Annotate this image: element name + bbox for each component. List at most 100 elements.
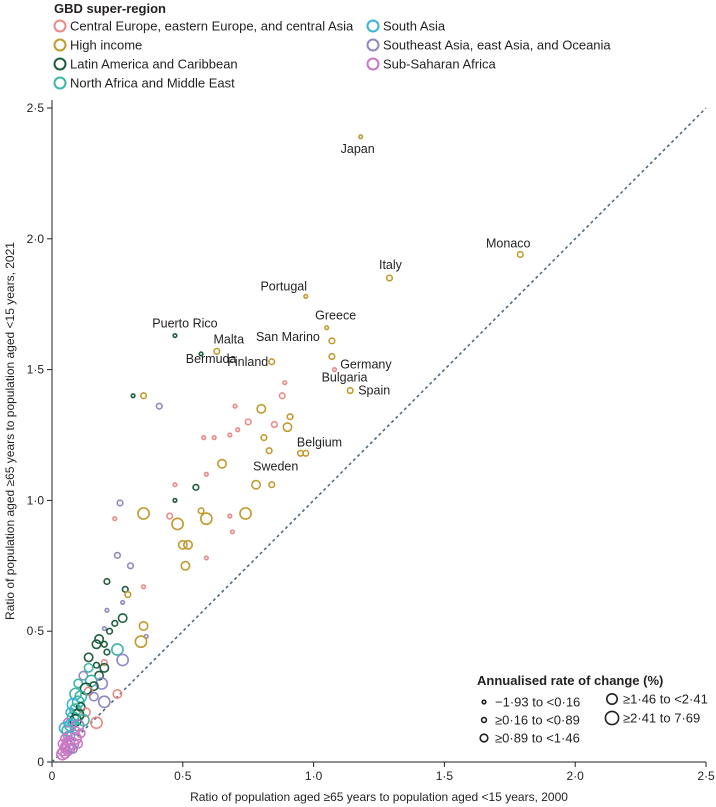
legend-swatch-name <box>53 76 67 90</box>
data-point <box>270 420 278 429</box>
data-point <box>124 590 132 599</box>
data-point <box>192 483 200 491</box>
size-legend-swatch <box>479 733 489 743</box>
point-label-portugal: Portugal <box>260 279 307 293</box>
data-point <box>120 599 126 606</box>
data-point <box>71 718 85 732</box>
data-point <box>88 681 99 692</box>
data-point <box>95 677 109 690</box>
data-point <box>117 613 128 624</box>
legend-label-hi: High income <box>70 38 142 53</box>
data-point <box>90 716 103 730</box>
data-point <box>260 434 268 442</box>
point-san-marino <box>328 337 336 345</box>
legend-swatch-sa <box>366 19 380 33</box>
data-point <box>239 507 252 520</box>
data-point <box>99 662 110 673</box>
legend-swatch-lac <box>53 57 67 71</box>
size-legend-label: ≥2·41 to 7·69 <box>623 711 700 726</box>
point-monaco <box>516 250 524 259</box>
data-point <box>217 458 228 469</box>
point-greece <box>324 325 330 331</box>
point-japan <box>358 134 364 140</box>
point-bermuda <box>198 351 204 357</box>
data-point <box>134 635 148 649</box>
x-tick-label: 0 <box>49 769 56 783</box>
x-tick-label: 2·5 <box>697 769 715 783</box>
data-point <box>94 634 105 645</box>
y-tick-label: 1·5 <box>27 363 45 377</box>
point-bulgaria <box>331 367 338 373</box>
point-germany <box>328 352 336 361</box>
x-tick-label: 0·5 <box>174 769 192 783</box>
data-point <box>227 432 233 438</box>
point-label-japan: Japan <box>341 142 375 156</box>
points-layer <box>56 134 524 761</box>
data-point <box>112 688 123 699</box>
data-point <box>235 427 241 433</box>
legend-swatch-hi <box>53 38 67 52</box>
y-tick-label: 0 <box>37 755 44 769</box>
data-point <box>171 517 184 531</box>
legend-swatch-ssa <box>366 57 380 71</box>
point-label-bulgaria: Bulgaria <box>322 371 368 385</box>
data-point <box>104 607 110 613</box>
y-tick-label: 0·5 <box>27 624 45 638</box>
point-puerto-rico <box>172 332 178 339</box>
point-italy <box>385 274 394 282</box>
data-point <box>116 499 124 507</box>
legend-swatch-seao <box>366 38 380 52</box>
data-point <box>137 507 150 520</box>
x-tick-label: 1·5 <box>436 769 454 783</box>
data-point <box>130 393 136 399</box>
point-label-san-marino: San Marino <box>256 330 320 344</box>
data-point <box>101 625 107 632</box>
data-point <box>166 512 174 520</box>
size-legend-swatch <box>605 692 618 705</box>
data-point <box>256 403 267 414</box>
legend-label-lac: Latin America and Caribbean <box>70 57 238 72</box>
legend-label-name: North Africa and Middle East <box>70 76 235 91</box>
data-point <box>203 471 209 477</box>
legend-title: GBD super-region <box>54 1 166 16</box>
size-legend-swatch <box>481 699 487 705</box>
legend-label-seao: Southeast Asia, east Asia, and Oceania <box>383 38 611 53</box>
data-point <box>92 661 101 669</box>
point-sweden <box>302 449 310 457</box>
data-point <box>116 653 130 667</box>
data-point <box>197 507 205 515</box>
y-tick-label: 2·5 <box>27 101 45 115</box>
point-labels-layer: Japan Monaco Italy Portugal Greece San Marino… <box>152 142 530 474</box>
point-portugal <box>303 293 309 299</box>
region-legend: GBD super-region Central Europe, eastern… <box>53 1 611 91</box>
data-point <box>211 435 217 441</box>
data-point <box>88 691 99 702</box>
data-point <box>172 497 178 504</box>
data-point <box>265 447 273 455</box>
point-label-bermuda: Bermuda <box>186 352 237 366</box>
y-axis-label: Ratio of population aged ≥65 years to po… <box>3 242 17 620</box>
data-point <box>201 435 207 441</box>
point-label-germany: Germany <box>340 358 392 372</box>
data-point <box>103 577 111 586</box>
data-point <box>112 516 118 522</box>
data-point <box>177 539 188 550</box>
size-legend-title: Annualised rate of change (%) <box>477 673 663 688</box>
point-label-greece: Greece <box>315 309 356 323</box>
ticks: 00 0·5 0·5 1·0 1·0 1·5 1·5 2·0 2·0 2·5 2·5 <box>27 101 715 783</box>
size-legend-label: −1·93 to <0·16 <box>495 695 580 710</box>
data-point <box>111 619 119 627</box>
size-legend: Annualised rate of change (%) −1·93 to <… <box>477 673 708 746</box>
point-label-belgium: Belgium <box>297 435 342 449</box>
data-point <box>278 392 286 400</box>
data-point <box>180 560 191 571</box>
legend-label-sa: South Asia <box>383 19 446 34</box>
data-point <box>103 648 111 656</box>
data-point <box>183 539 194 550</box>
point-finland <box>268 358 276 366</box>
data-point <box>65 736 76 747</box>
y-tick-label: 2·0 <box>27 232 45 246</box>
x-tick-label: 2·0 <box>567 769 585 783</box>
size-legend-label: ≥0·89 to <1·46 <box>495 731 580 746</box>
